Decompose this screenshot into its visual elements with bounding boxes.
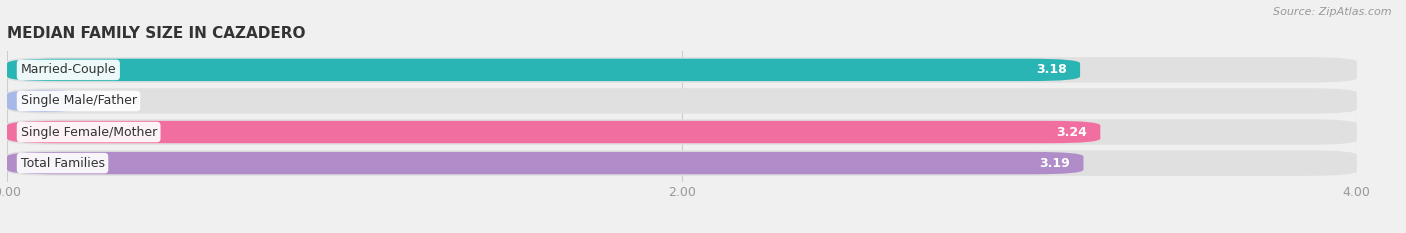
FancyBboxPatch shape xyxy=(7,119,1357,145)
FancyBboxPatch shape xyxy=(7,150,1357,176)
FancyBboxPatch shape xyxy=(7,152,1084,174)
Text: 0.00: 0.00 xyxy=(101,94,129,107)
Text: Married-Couple: Married-Couple xyxy=(21,63,117,76)
FancyBboxPatch shape xyxy=(7,88,1357,114)
Text: MEDIAN FAMILY SIZE IN CAZADERO: MEDIAN FAMILY SIZE IN CAZADERO xyxy=(7,26,305,41)
Text: Single Male/Father: Single Male/Father xyxy=(21,94,136,107)
Text: Source: ZipAtlas.com: Source: ZipAtlas.com xyxy=(1274,7,1392,17)
Text: Total Families: Total Families xyxy=(21,157,104,170)
Text: Single Female/Mother: Single Female/Mother xyxy=(21,126,157,139)
FancyBboxPatch shape xyxy=(7,57,1357,83)
FancyBboxPatch shape xyxy=(7,59,1080,81)
Text: 3.19: 3.19 xyxy=(1039,157,1070,170)
FancyBboxPatch shape xyxy=(7,121,1101,143)
Text: 3.18: 3.18 xyxy=(1036,63,1067,76)
Text: 3.24: 3.24 xyxy=(1056,126,1087,139)
FancyBboxPatch shape xyxy=(7,90,82,112)
